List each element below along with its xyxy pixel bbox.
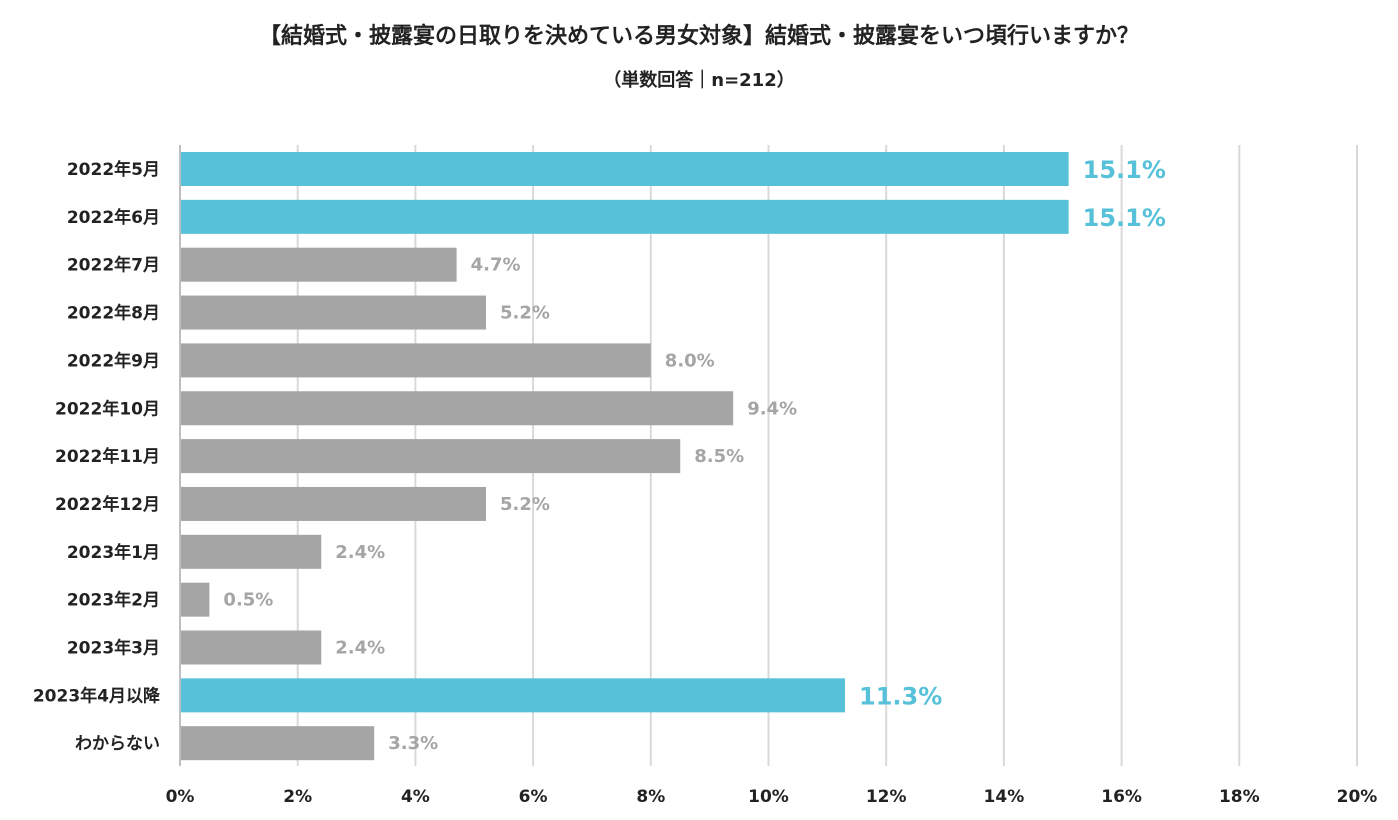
bar [181, 439, 681, 474]
bar [181, 295, 487, 330]
bar [181, 726, 375, 761]
value-label: 0.5% [223, 590, 273, 611]
x-tick-label: 12% [866, 787, 907, 807]
x-tick-label: 2% [283, 787, 312, 807]
x-tick-label: 16% [1101, 787, 1142, 807]
bar [181, 534, 322, 569]
category-label: 2022年5月 [67, 159, 160, 180]
category-label: 2023年4月以降 [33, 685, 161, 706]
value-label: 9.4% [747, 398, 797, 419]
bar [181, 343, 651, 378]
bar [181, 486, 487, 521]
value-label: 8.0% [665, 350, 715, 371]
bar [181, 391, 734, 426]
value-label: 3.3% [388, 733, 438, 754]
bar [181, 152, 1069, 186]
x-tick-label: 18% [1219, 787, 1260, 807]
labels: 0% 2% 4% 6% 8% 10% 12% 14% 16% 18% 20% 2022年5月 15.1%… [33, 156, 1378, 807]
category-label: 2023年3月 [67, 638, 160, 659]
bar [181, 630, 322, 665]
value-label: 15.1% [1083, 156, 1166, 184]
value-label: 5.2% [500, 494, 550, 515]
category-label: 2023年2月 [67, 590, 160, 611]
category-label: 2022年11月 [55, 446, 160, 467]
value-label: 2.4% [335, 542, 385, 563]
x-tick-label: 14% [984, 787, 1025, 807]
value-label: 11.3% [859, 682, 942, 710]
x-tick-label: 0% [166, 787, 195, 807]
category-label: 2022年6月 [67, 207, 160, 228]
value-label: 4.7% [471, 255, 521, 276]
chart-title: 【結婚式・披露宴の日取りを決めている男女対象】結婚式・披露宴をいつ頃行いますか？ [258, 24, 1139, 49]
category-label: 2022年12月 [55, 494, 160, 515]
category-label: 2023年1月 [67, 542, 160, 563]
value-label: 2.4% [335, 638, 385, 659]
bar [181, 678, 846, 713]
chart-subtitle: （単数回答｜n=212） [603, 70, 795, 91]
category-label: 2022年10月 [55, 398, 160, 419]
x-tick-label: 4% [401, 787, 430, 807]
bars [181, 152, 1069, 761]
category-label: 2022年7月 [67, 255, 160, 276]
category-label: 2022年9月 [67, 350, 160, 371]
x-tick-label: 20% [1337, 787, 1378, 807]
value-label: 15.1% [1083, 204, 1166, 232]
bar [181, 199, 1069, 234]
x-tick-label: 8% [636, 787, 665, 807]
value-label: 5.2% [500, 303, 550, 324]
bar [181, 247, 457, 282]
x-tick-label: 10% [748, 787, 789, 807]
bar [181, 582, 210, 617]
value-label: 8.5% [694, 446, 744, 467]
category-label: わからない [75, 734, 160, 754]
category-label: 2022年8月 [67, 303, 160, 324]
x-tick-label: 6% [519, 787, 548, 807]
